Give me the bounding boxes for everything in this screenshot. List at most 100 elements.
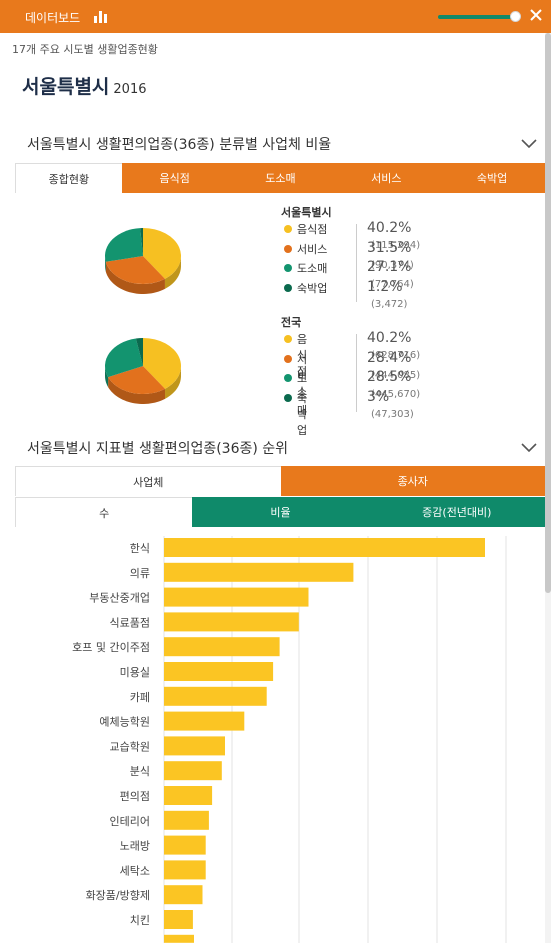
national-pie-chart (105, 338, 182, 404)
divider (356, 224, 357, 302)
bar-label: 식료품점 (110, 616, 150, 629)
bar-label: 화장품/방향제 (86, 889, 150, 902)
scrollbar[interactable] (545, 33, 551, 943)
legend-name: 음식점 (297, 333, 308, 378)
pie-slice-숙박업 (140, 228, 143, 256)
pie-slice-서비스 (108, 366, 166, 395)
opacity-slider[interactable] (438, 15, 516, 19)
legend-name: 도소매 (297, 372, 308, 417)
bar-label: 부동산중개업 (89, 592, 150, 605)
tab-change[interactable]: 증감(전년대비) (368, 497, 545, 527)
legend-item: 도소매 27.1%(77,764) (281, 259, 414, 290)
pie-slice-음식점 (143, 228, 182, 279)
slider-handle[interactable] (510, 11, 521, 22)
tab-retail[interactable]: 도소매 (227, 163, 334, 193)
legend-dot (284, 354, 292, 363)
metric-tabs: 사업체 종사자 (15, 466, 545, 496)
legend-value: 28.5%(445,670) (367, 369, 421, 400)
legend-item: 도소매 28.5%(445,670) (281, 369, 420, 417)
tab-restaurant[interactable]: 음식점 (121, 163, 228, 193)
pie-side-음식점 (164, 256, 181, 289)
pie-side-서비스 (108, 377, 166, 404)
bar-label: 분식 (130, 765, 150, 778)
bar (164, 538, 485, 557)
bar-label: 카페 (130, 691, 150, 704)
bar (164, 637, 280, 657)
bar-label: 호프 및 간이주점 (72, 641, 150, 654)
bar (164, 587, 309, 607)
tab-businesses[interactable]: 사업체 (15, 466, 281, 496)
tab-lodging[interactable]: 숙박업 (439, 163, 545, 193)
legend-item: 서비스 31.5%(90,374) (281, 240, 414, 271)
bar-chart-icon[interactable] (94, 10, 108, 23)
tab-count[interactable]: 수 (15, 497, 193, 527)
pie-slice-숙박업 (135, 338, 143, 366)
legend-value: 28.4%(444,085) (367, 349, 421, 381)
bar-label: 노래방 (120, 840, 150, 853)
bar (164, 736, 225, 756)
category-tabs: 종합현황 음식점 도소매 서비스 숙박업 (15, 163, 545, 193)
legend-name: 서비스 (297, 242, 328, 256)
bar (164, 612, 299, 632)
section-rank-title: 서울특별시 지표별 생활편의업종(36종) 순위 (27, 441, 289, 457)
tab-overview[interactable]: 종합현황 (15, 163, 122, 193)
legend-name: 음식점 (297, 223, 328, 236)
legend-value: 3%(47,303) (367, 388, 414, 420)
header-bar: 데이터보드 (0, 0, 551, 33)
bar (164, 786, 213, 805)
bar (164, 711, 245, 731)
legend-item: 음식점 40.2%(115,294) (281, 220, 420, 251)
pie-side-서비스 (105, 261, 165, 294)
bar-label: 미용실 (120, 666, 150, 679)
bar-label: 의류 (130, 567, 150, 580)
page-subtitle: 17개 주요 시도별 생활업종현황 (12, 43, 158, 56)
legend-value: 40.2%(115,294) (367, 220, 421, 251)
bar (164, 934, 194, 943)
seoul-legend: 서울특별시 음식점 40.2%(115,294) 서비스 31.5%(90,37… (281, 204, 420, 310)
pie-slice-도소매 (105, 338, 143, 378)
legend-dot (284, 264, 292, 272)
region-name: 서울특별시 (22, 76, 110, 98)
measure-tabs: 수 비율 증감(전년대비) (15, 497, 545, 527)
legend-dot (284, 335, 292, 343)
legend-name: 서비스 (297, 352, 308, 398)
scrollbar-thumb[interactable] (545, 33, 551, 593)
legend-name: 도소매 (297, 262, 328, 275)
section-ratio-title: 서울특별시 생활편의업종(36종) 분류별 사업체 비율 (27, 137, 332, 153)
bar (164, 686, 267, 706)
bar-label: 한식 (130, 542, 150, 555)
divider (356, 334, 357, 412)
legend-dot (284, 374, 292, 382)
app-title: 데이터보드 (25, 11, 81, 25)
region-year: 2016 (113, 82, 147, 97)
bar (164, 835, 206, 855)
bar (164, 761, 222, 781)
legend-item: 서비스 28.4%(444,085) (281, 350, 420, 398)
legend-name: 숙박업 (297, 391, 308, 437)
tab-ratio[interactable]: 비율 (192, 497, 369, 527)
chevron-down-icon[interactable] (521, 139, 537, 149)
legend-name: 숙박업 (297, 281, 328, 295)
pie-slice-음식점 (143, 338, 182, 389)
seoul-group-title: 서울특별시 (281, 206, 332, 219)
legend-item: 숙박업 3%(47,303) (281, 389, 414, 437)
national-legend: 전국 음식점 40.2%(628,716) 서비스 28.4%(444,085)… (281, 314, 420, 437)
chevron-down-icon[interactable] (521, 443, 537, 453)
close-icon[interactable] (527, 6, 545, 24)
bar (164, 885, 203, 905)
tab-employees[interactable]: 종사자 (280, 466, 545, 496)
bar-label: 예체능학원 (99, 716, 150, 729)
pie-slice-서비스 (105, 256, 165, 285)
region-title: 서울특별시 2016 (22, 72, 147, 99)
tab-service[interactable]: 서비스 (333, 163, 440, 193)
pie-slice-도소매 (104, 228, 143, 262)
bar-label: 치킨 (130, 914, 150, 927)
legend-value: 31.5%(90,374) (367, 239, 414, 271)
legend-dot (284, 244, 292, 253)
national-group-title: 전국 (281, 316, 302, 329)
pie-side-도소매 (105, 255, 106, 272)
pie-side-도소매 (105, 365, 109, 388)
bar-label: 교습학원 (110, 740, 150, 753)
bar (164, 562, 354, 582)
